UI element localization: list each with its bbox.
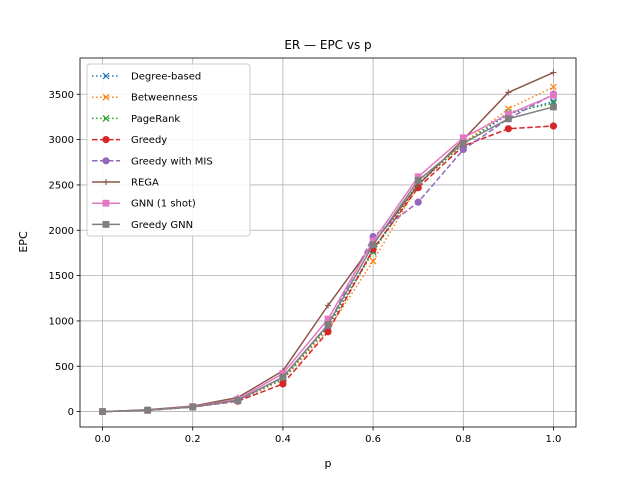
legend-entry-greedy-gnn: Greedy GNN — [92, 220, 193, 231]
legend-marker — [102, 136, 110, 144]
y-tick-label: 2000 — [49, 226, 74, 237]
legend-marker — [102, 157, 110, 165]
data-point — [279, 373, 287, 381]
legend-label: Betweenness — [131, 93, 198, 104]
data-point — [234, 396, 242, 404]
x-axis-label: p — [325, 457, 332, 470]
y-tick-label: 500 — [55, 362, 74, 373]
x-marker-stroke — [102, 114, 110, 122]
legend-marker — [102, 114, 110, 122]
data-point — [324, 328, 332, 336]
legend-marker — [102, 199, 110, 207]
legend-label: Greedy with MIS — [131, 156, 213, 167]
x-tick-label: 0.0 — [95, 434, 111, 445]
data-point — [414, 198, 422, 206]
legend-entry-gnn-1-shot: GNN (1 shot) — [92, 199, 196, 210]
data-point — [459, 139, 467, 147]
data-point — [189, 403, 197, 411]
legend-entry-degree-based: Degree-based — [92, 72, 201, 83]
x-tick-label: 0.6 — [365, 434, 381, 445]
legend-marker — [102, 93, 110, 101]
legend-entry-betweenness: Betweenness — [92, 93, 198, 104]
data-point — [505, 89, 512, 96]
data-point — [549, 122, 558, 130]
y-tick-label: 2500 — [49, 180, 74, 191]
legend-label: PageRank — [131, 114, 180, 125]
legend-box — [86, 63, 251, 237]
legend-label: Greedy — [131, 135, 167, 146]
x-marker-stroke — [369, 257, 377, 265]
series-layer — [98, 69, 558, 416]
y-axis-label: EPC — [17, 231, 30, 253]
x-marker-stroke — [102, 93, 110, 101]
grid — [80, 58, 576, 427]
data-point — [369, 241, 377, 249]
data-point — [144, 406, 152, 414]
data-point — [504, 125, 512, 133]
series-greedy-gnn — [99, 103, 557, 415]
x-tick-label: 0.2 — [185, 434, 201, 445]
data-point — [99, 408, 106, 415]
x-tick-label: 0.4 — [275, 434, 291, 445]
chart-title: ER — EPC vs p — [284, 38, 371, 52]
data-point — [414, 176, 422, 184]
legend-label: Greedy GNN — [131, 220, 193, 231]
legend-label: GNN (1 shot) — [131, 199, 196, 210]
legend: Degree-based Betweenness PageRank Greedy Gre… — [86, 63, 251, 237]
x-marker-stroke — [550, 83, 557, 91]
data-point — [550, 83, 557, 91]
ticks: 0.0 0.2 0.4 0.6 0.8 1.0 0 500 1000 1500 2000 2500 30… — [49, 90, 562, 445]
x-tick-label: 0.8 — [455, 434, 471, 445]
legend-entry-greedy: Greedy — [92, 135, 167, 146]
y-tick-label: 0 — [68, 407, 74, 418]
data-point — [369, 257, 377, 265]
legend-marker — [102, 220, 110, 228]
legend-marker — [103, 179, 109, 185]
data-point — [325, 302, 331, 309]
y-tick-label: 1500 — [49, 271, 74, 282]
legend-entry-rega: REGA — [92, 178, 159, 189]
data-point — [550, 103, 557, 111]
data-point — [279, 380, 287, 388]
legend-entry-greedy-with-mis: Greedy with MIS — [92, 156, 213, 167]
data-point — [550, 98, 557, 105]
data-point — [459, 145, 467, 154]
legend-marker — [102, 72, 110, 80]
data-point — [550, 91, 557, 99]
legend-label: REGA — [131, 178, 159, 189]
y-tick-label: 1000 — [49, 316, 74, 327]
x-marker-stroke — [102, 72, 110, 80]
legend-label: Degree-based — [131, 72, 201, 83]
plot-frame — [79, 57, 577, 428]
data-point — [550, 69, 557, 76]
x-tick-label: 1.0 — [546, 434, 562, 445]
y-tick-label: 3500 — [49, 90, 74, 101]
y-tick-label: 3000 — [49, 135, 74, 146]
data-point — [504, 115, 512, 123]
data-point — [324, 321, 332, 328]
x-marker-stroke — [550, 98, 557, 105]
legend-entry-pagerank: PageRank — [92, 114, 180, 125]
